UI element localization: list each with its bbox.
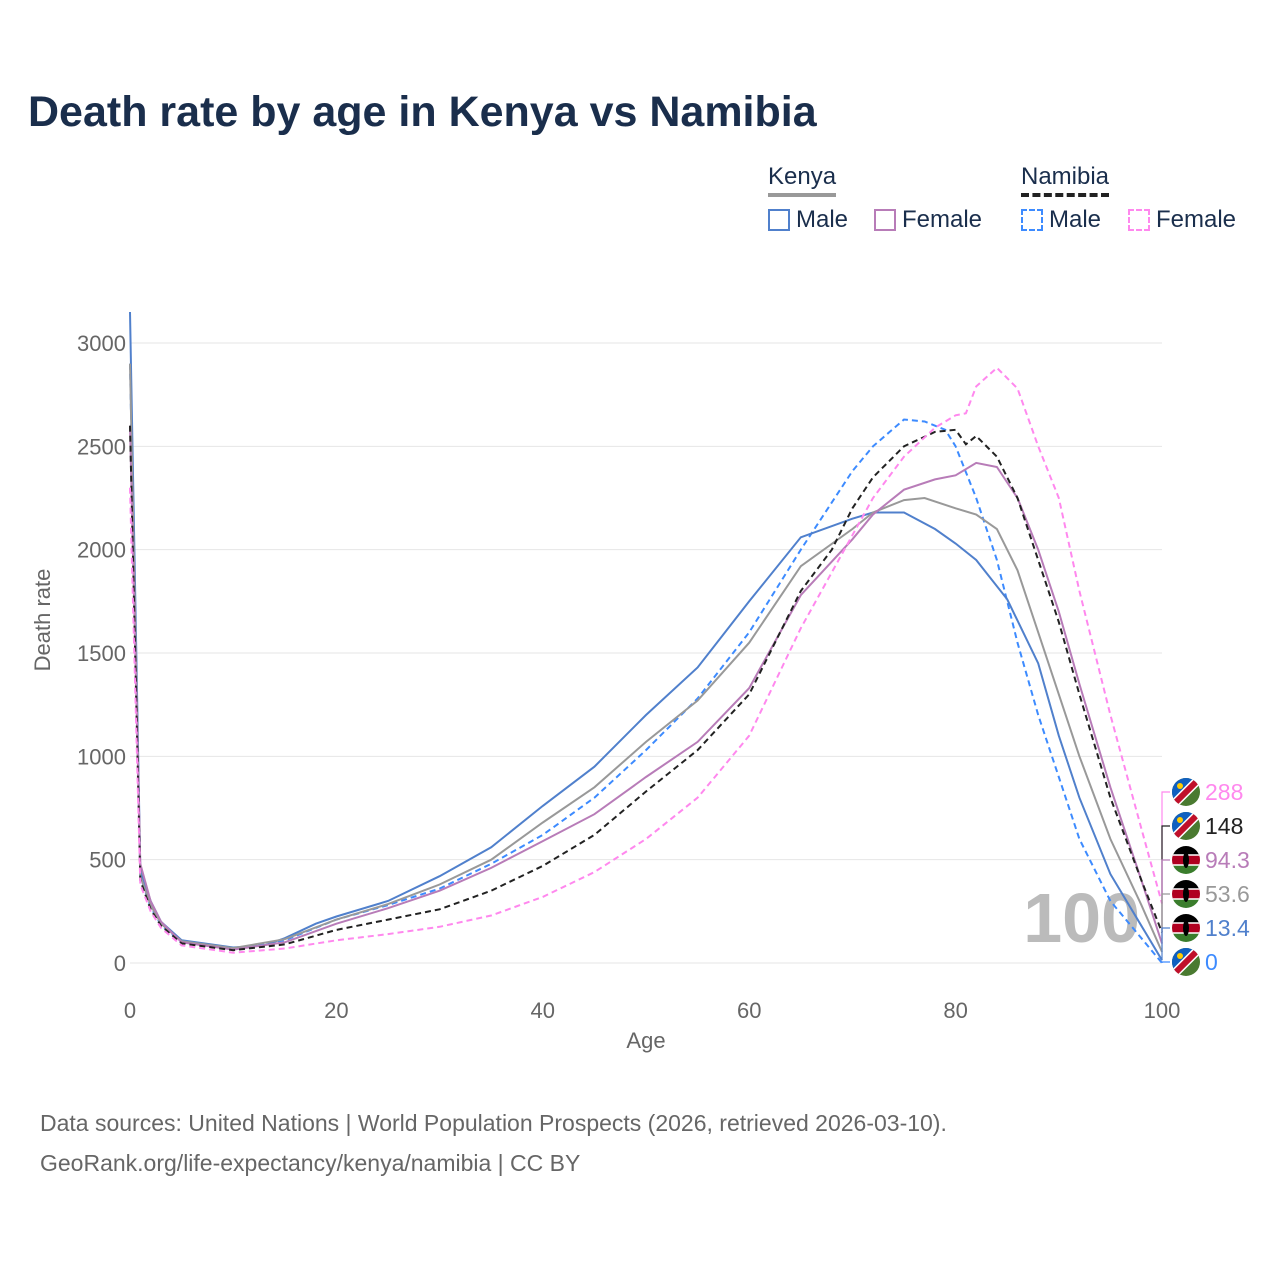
namibia-flag-icon xyxy=(1172,778,1200,806)
y-tick-label: 3000 xyxy=(77,331,126,356)
legend-swatch xyxy=(1021,209,1043,231)
y-tick-label: 2500 xyxy=(77,434,126,459)
end-value-label: 148 xyxy=(1205,813,1243,839)
series-line-kenya[interactable] xyxy=(129,363,1163,953)
age-watermark: 100 xyxy=(1023,879,1140,957)
legend-line-namibia xyxy=(1021,193,1110,197)
end-value-label: 13.4 xyxy=(1205,915,1250,941)
x-axis-label: Age xyxy=(626,1028,665,1053)
end-label-connector xyxy=(1161,893,1170,952)
series-line-namibia[interactable] xyxy=(129,425,1163,952)
end-label-connector xyxy=(1161,825,1170,933)
y-tick-label: 2000 xyxy=(77,538,126,563)
legend-group-kenya[interactable]: Kenya xyxy=(768,163,837,197)
namibia-flag-icon xyxy=(1172,812,1200,840)
end-label-connector xyxy=(1161,961,1170,963)
legend-label: Female xyxy=(1156,206,1237,233)
legend-swatch xyxy=(874,209,896,231)
namibia-flag-icon xyxy=(1172,948,1200,976)
legend-item-kenya-female[interactable]: Female xyxy=(874,206,982,234)
series-line-namibia-female[interactable] xyxy=(129,366,1163,954)
end-label-connector xyxy=(1161,791,1170,904)
x-tick-label: 0 xyxy=(124,998,136,1023)
end-value-label: 94.3 xyxy=(1205,847,1250,873)
x-tick-label: 60 xyxy=(737,998,761,1023)
legend-item-kenya-male[interactable]: Male xyxy=(768,206,848,234)
end-value-label: 288 xyxy=(1205,779,1243,805)
x-tick-label: 20 xyxy=(324,998,348,1023)
y-tick-label: 1000 xyxy=(77,744,126,769)
end-label-connector xyxy=(1161,859,1170,944)
legend-group-namibia[interactable]: Namibia xyxy=(1021,163,1110,197)
legend-group-label: Namibia xyxy=(1021,163,1110,190)
y-tick-label: 1500 xyxy=(77,641,126,666)
x-tick-label: 40 xyxy=(531,998,555,1023)
kenya-flag-icon xyxy=(1172,846,1200,874)
legend-group-label: Kenya xyxy=(768,163,837,190)
legend-swatch xyxy=(768,209,790,231)
y-tick-label: 500 xyxy=(89,848,126,873)
legend-label: Male xyxy=(796,206,849,233)
kenya-flag-icon xyxy=(1172,914,1200,942)
legend-item-namibia-male[interactable]: Male xyxy=(1021,206,1101,234)
source-line-2[interactable]: GeoRank.org/life-expectancy/kenya/namibi… xyxy=(40,1150,581,1176)
end-label-connector xyxy=(1161,927,1170,961)
y-axis-label: Death rate xyxy=(30,569,55,672)
legend-item-namibia-female[interactable]: Female xyxy=(1128,206,1236,234)
x-tick-label: 80 xyxy=(943,998,967,1023)
series-line-kenya-male[interactable] xyxy=(129,311,1163,961)
chart-title: Death rate by age in Kenya vs Namibia xyxy=(28,88,817,136)
legend-line-kenya xyxy=(768,193,837,197)
series-line-kenya-female[interactable] xyxy=(129,425,1163,951)
legend-swatch xyxy=(1128,209,1150,231)
x-tick-label: 100 xyxy=(1144,998,1181,1023)
series-line-namibia-male[interactable] xyxy=(129,363,1163,964)
end-value-label: 53.6 xyxy=(1205,881,1250,907)
legend-label: Male xyxy=(1049,206,1102,233)
source-line-1: Data sources: United Nations | World Pop… xyxy=(40,1110,947,1136)
y-tick-label: 0 xyxy=(114,951,126,976)
legend-label: Female xyxy=(902,206,983,233)
kenya-flag-icon xyxy=(1172,880,1200,908)
end-value-label: 0 xyxy=(1205,949,1218,975)
